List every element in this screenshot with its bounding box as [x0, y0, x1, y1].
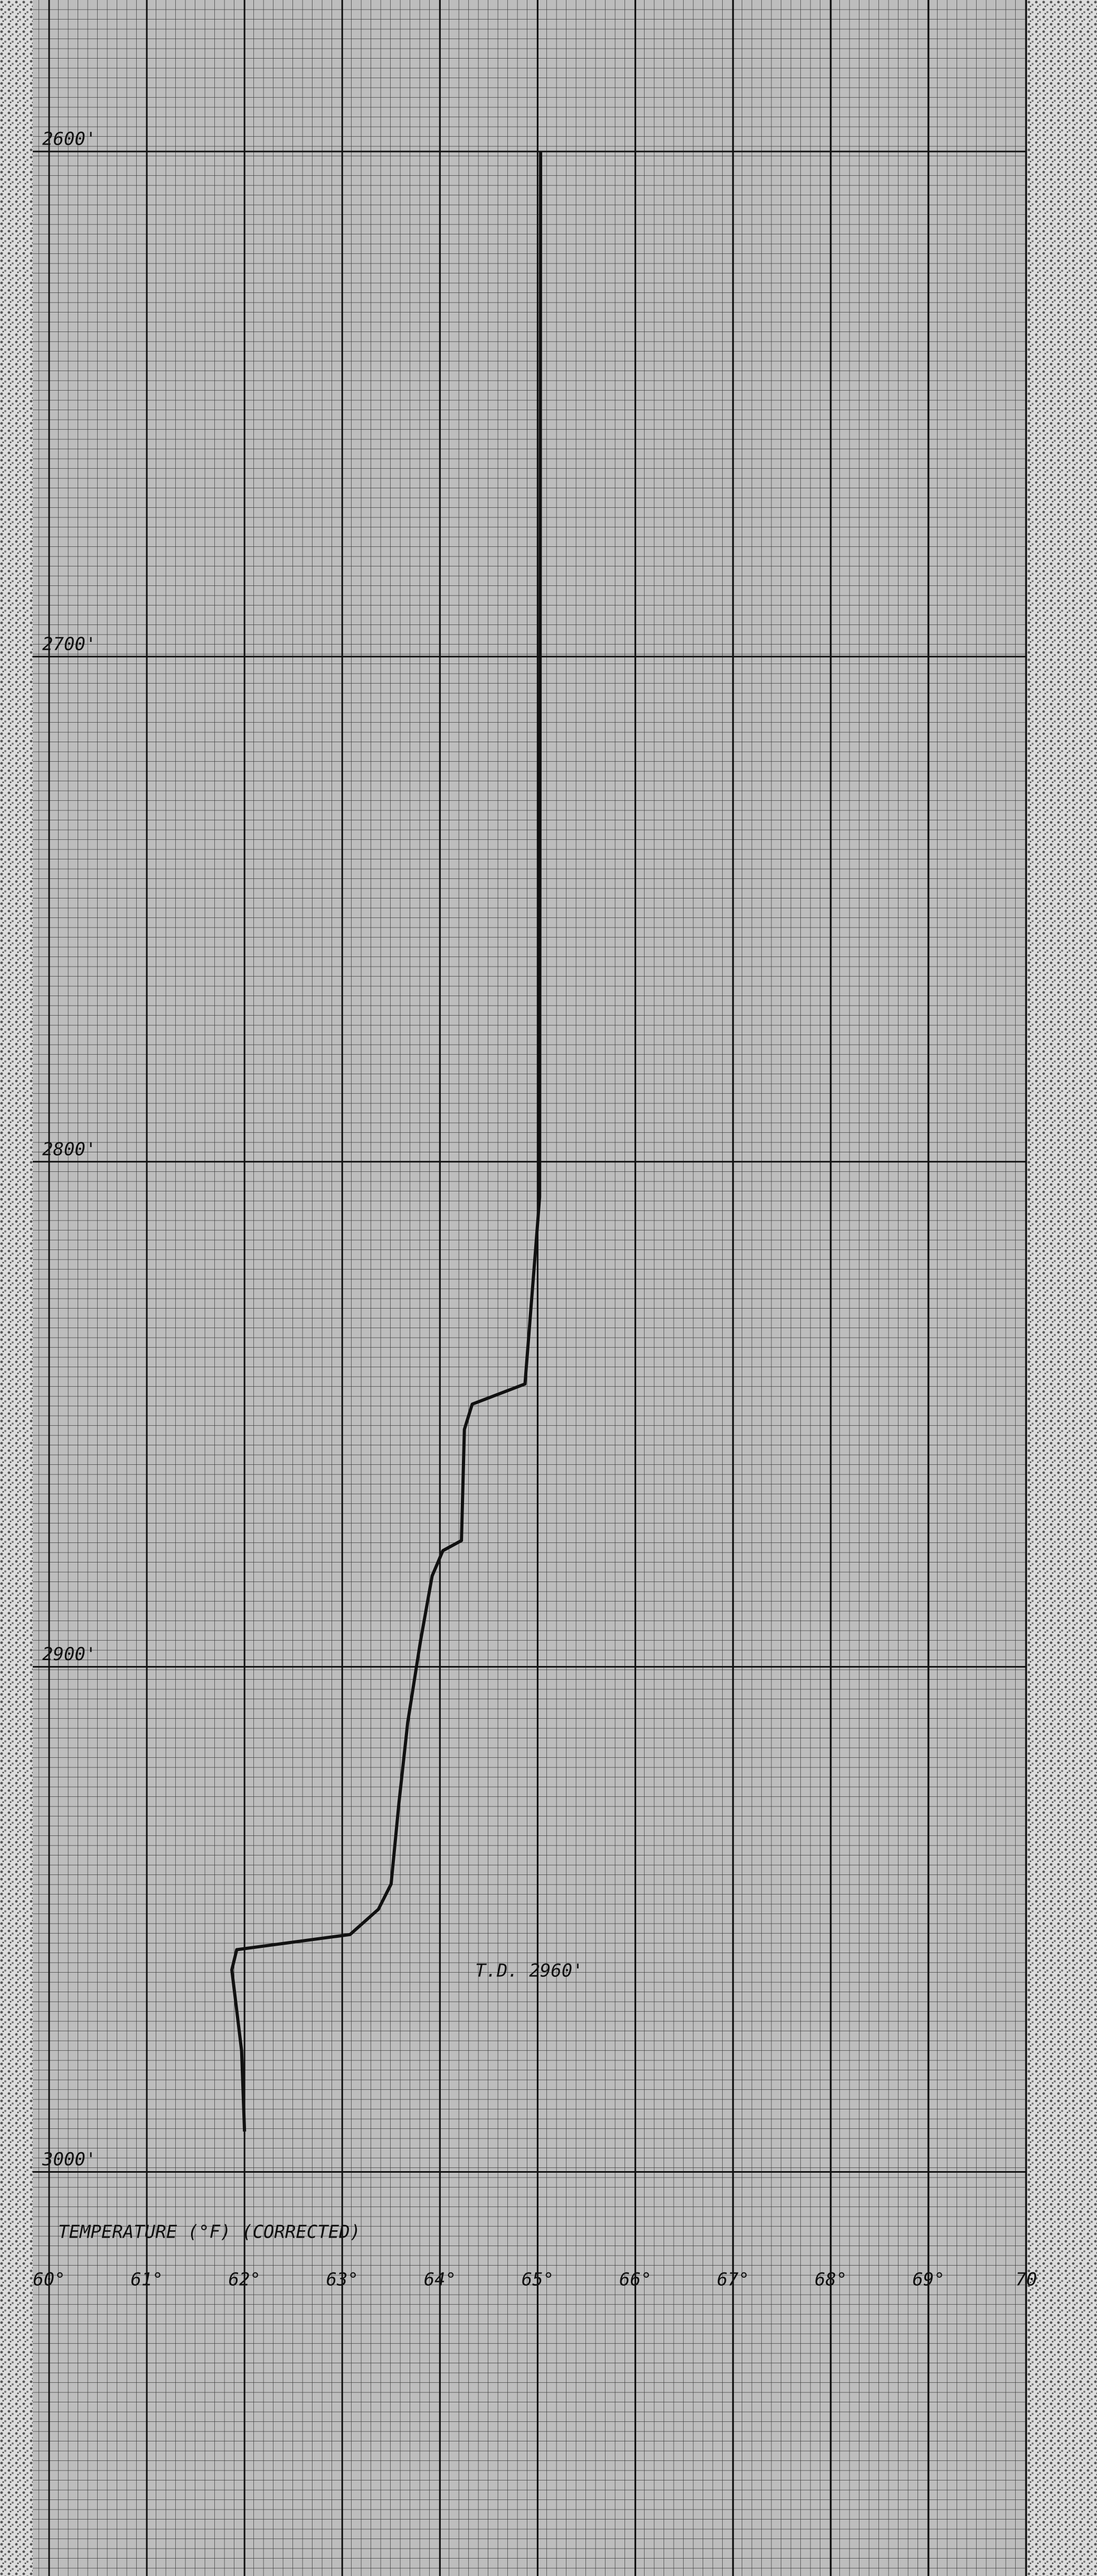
y-tick-label: 2900': [42, 1644, 96, 1665]
x-tick-label: 70: [1016, 2269, 1037, 2290]
page: TEMPERATURE (°F) (CORRECTED) T.D. 2960' …: [0, 0, 1097, 2576]
annotation: T.D. 2960': [475, 1961, 583, 1982]
y-tick-label: 2700': [42, 633, 96, 655]
y-tick-label: 3000': [42, 2149, 96, 2170]
chart: TEMPERATURE (°F) (CORRECTED) T.D. 2960' …: [0, 0, 1097, 2576]
right-margin: [1026, 0, 1097, 2576]
x-tick-label: 65°: [522, 2269, 554, 2290]
x-tick-label: 60°: [33, 2269, 65, 2290]
x-tick-label: 63°: [326, 2269, 358, 2290]
left-margin: [0, 0, 33, 2576]
x-tick-label: 62°: [228, 2269, 260, 2290]
y-tick-label: 2800': [42, 1139, 96, 1160]
x-tick-label: 66°: [619, 2269, 651, 2290]
y-tick-label: 2600': [42, 129, 96, 150]
x-tick-label: 68°: [815, 2269, 847, 2290]
graph-paper: [33, 0, 1026, 2576]
x-tick-label: 61°: [130, 2269, 163, 2290]
x-tick-label: 67°: [717, 2269, 749, 2290]
x-tick-label: 69°: [912, 2269, 944, 2290]
x-axis-label: TEMPERATURE (°F) (CORRECTED): [58, 2222, 361, 2243]
x-tick-label: 64°: [424, 2269, 456, 2290]
